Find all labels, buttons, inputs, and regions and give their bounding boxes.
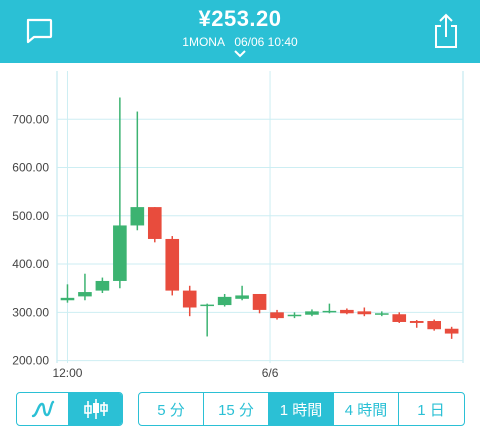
chevron-down-icon[interactable] [233,49,247,58]
candle-body [392,314,407,322]
candle-body [409,321,424,323]
current-price: ¥253.20 [198,6,282,31]
candle-body [270,312,284,319]
candlestick-chart-icon [83,399,108,419]
pair-label: 1MONA [182,35,225,49]
candlestick-chart[interactable]: 700.00 600.00 500.00 400.00 300.00 200.0012:0… [0,63,480,380]
candle-body [340,309,354,314]
candle-body [147,207,162,239]
candlestick-chart-button[interactable] [69,393,122,425]
x-tick-label: 12:00 [52,366,82,380]
interval-button[interactable]: 5 分 [139,393,204,425]
y-tick-label: 700.00 [12,112,49,126]
candle-body [235,295,249,299]
y-tick-label: 400.00 [12,257,49,271]
y-tick-label: 300.00 [12,305,49,319]
candle-body [374,313,389,315]
y-tick-label: 500.00 [12,209,49,223]
candle-body [357,311,372,315]
candle-body [200,304,214,307]
x-tick-label: 6/6 [262,366,279,380]
y-tick-label: 200.00 [12,354,49,368]
candle-body [322,310,337,313]
line-chart-button[interactable] [17,393,70,425]
candle-body [130,207,145,226]
candle-body [287,314,302,317]
candle-body [95,280,110,291]
datetime-label: 06/06 10:40 [234,35,298,49]
share-icon[interactable] [433,13,459,49]
interval-button[interactable]: 15 分 [204,393,269,425]
interval-button[interactable]: 1 時間 [269,393,334,425]
interval-button[interactable]: 1 日 [417,401,445,419]
candle-body [217,296,232,306]
candle-body [113,225,127,281]
y-tick-label: 600.00 [12,161,49,175]
candle-body [60,297,75,301]
candle-body [165,238,180,291]
chart-type-toggle [16,392,123,426]
chat-bubble-icon[interactable] [25,18,53,44]
candle-body [444,328,459,334]
candle-body [427,321,441,330]
app-header: ¥253.20 1MONA 06/06 10:40 [0,0,480,63]
line-chart-icon [31,400,54,418]
interval-button[interactable]: 4 時間 [334,393,399,425]
candle-body [305,311,319,315]
candle-body [182,290,197,308]
candle-body [78,292,92,297]
pair-datetime[interactable]: 1MONA 06/06 10:40 [0,35,480,49]
candle-body [252,293,267,310]
